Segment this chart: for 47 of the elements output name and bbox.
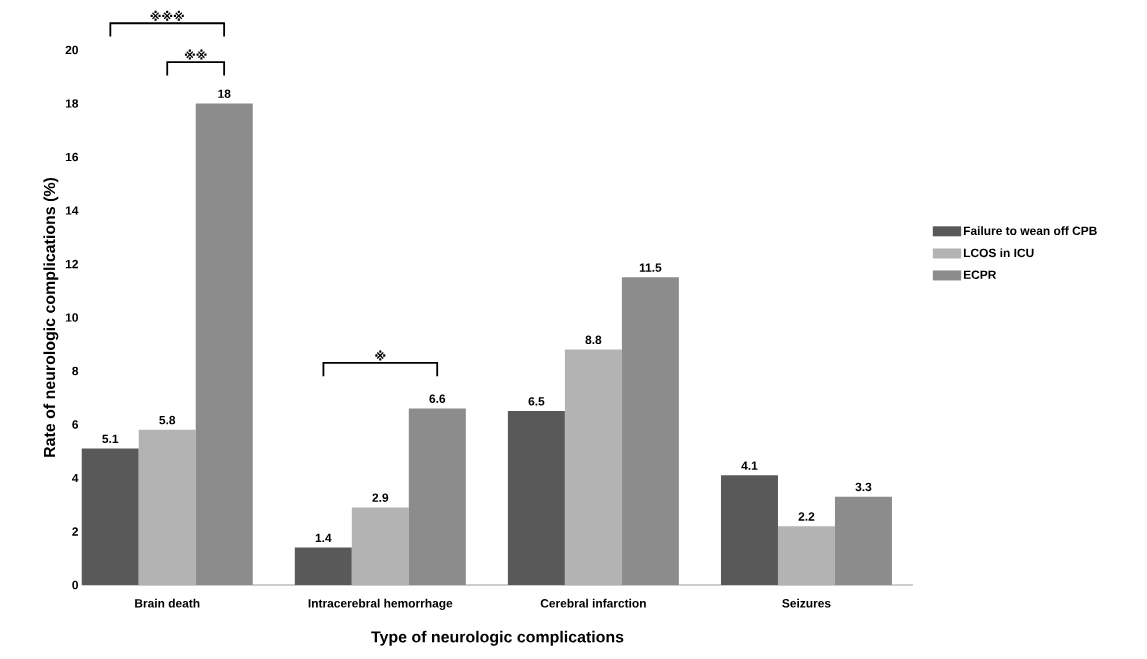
y-tick-label: 12 [65,259,78,269]
bar [777,526,835,585]
data-label: 18 [218,89,231,98]
bar [195,103,253,585]
bar [834,496,892,585]
bar [507,411,565,585]
bar [564,349,622,585]
data-label: 5.1 [102,434,119,444]
y-tick-label: 18 [65,99,79,108]
bar [621,277,679,585]
x-tick-label: Cerebral infarction [540,598,646,608]
annotation: ※ [375,350,386,361]
legend-label: Failure to wean off CPB [963,226,1097,236]
annotation: ※※ [184,49,207,60]
bar [294,547,352,585]
x-tick-label: Brain death [135,598,200,608]
bar [720,475,778,585]
y-tick-label: 0 [72,580,78,590]
y-tick-label: 2 [72,527,78,536]
data-label: 6.5 [528,397,545,406]
y-tick-label: 8 [72,366,79,376]
y-tick-label: 16 [65,152,79,162]
y-axis-title: Rate of neurologic complications (%) [43,177,59,457]
x-axis-title: Type of neurologic complications [371,630,624,646]
data-label: 11.5 [639,263,662,272]
data-label: 4.1 [741,461,758,470]
y-tick-label: 10 [65,313,78,322]
data-label: 2.9 [372,493,389,502]
bar [351,507,409,585]
y-tick-label: 20 [65,45,78,55]
legend-label: ECPR [963,270,997,279]
data-label: 8.8 [585,335,602,345]
bar [81,448,139,585]
data-label: 5.8 [159,415,176,425]
x-tick-label: Seizures [782,598,831,608]
text: ※※※ [150,10,184,21]
y-tick-label: 14 [65,206,79,215]
data-label: 6.6 [429,394,446,403]
legend-label: LCOS in ICU [963,248,1034,258]
bar [138,429,196,585]
bar [408,408,466,585]
data-label: 1.4 [315,533,332,543]
data-label: 3.3 [855,482,872,492]
y-tick-label: 6 [72,420,79,429]
data-label: 2.2 [798,512,815,521]
y-tick-label: 4 [72,473,79,483]
x-tick-label: Intracerebral hemorrhage [308,598,453,610]
